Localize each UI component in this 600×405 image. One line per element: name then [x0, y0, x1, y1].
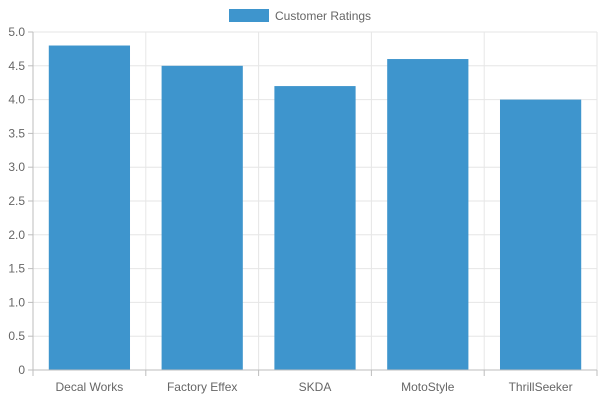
bar-motostyle	[387, 59, 469, 370]
y-tick-label: 2.5	[8, 194, 25, 208]
y-tick-label: 1.0	[8, 295, 25, 309]
y-tick-label: 4.5	[8, 59, 25, 73]
y-tick-label: 5.0	[8, 25, 25, 39]
y-tick-label: 3.5	[8, 126, 25, 140]
bar-thrillseeker	[499, 99, 582, 370]
y-tick-label: 0.5	[8, 329, 25, 343]
x-tick-label: Decal Works	[56, 380, 124, 394]
x-tick-label: ThrillSeeker	[509, 380, 573, 394]
bar-decal-works	[48, 45, 131, 371]
bars	[48, 45, 582, 371]
x-tick-label: SKDA	[299, 380, 332, 394]
legend-swatch	[229, 9, 269, 22]
y-tick-label: 0	[18, 363, 25, 377]
x-tick-label: MotoStyle	[401, 380, 455, 394]
y-tick-label: 2.0	[8, 228, 25, 242]
bar-skda	[274, 86, 356, 370]
y-axis-ticks: 0 0.5 1.0 1.5 2.0 2.5 3.0 3.5 4.0 4.5 5.0	[8, 25, 33, 377]
y-tick-label: 1.5	[8, 262, 25, 276]
x-tick-label: Factory Effex	[167, 380, 237, 394]
axes	[28, 32, 597, 376]
x-axis-ticks: Decal Works Factory Effex SKDA MotoStyle Thr…	[32, 370, 598, 394]
legend[interactable]: Customer Ratings	[229, 9, 371, 23]
legend-label: Customer Ratings	[275, 9, 371, 23]
y-tick-label: 3.0	[8, 160, 25, 174]
bar-factory-effex	[161, 65, 243, 371]
y-tick-label: 4.0	[8, 93, 25, 107]
